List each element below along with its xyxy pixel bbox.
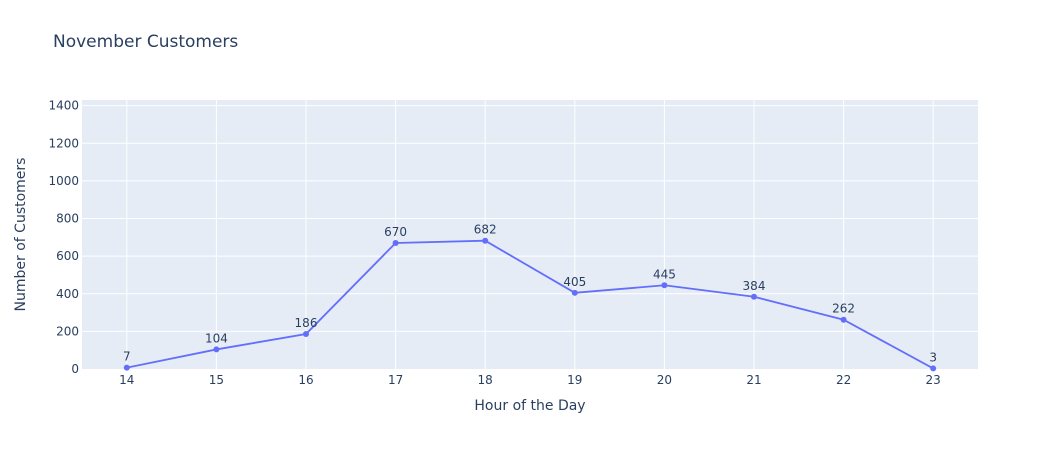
y-tick-label: 200 <box>56 324 79 338</box>
data-label: 262 <box>832 302 855 316</box>
x-axis-title: Hour of the Day <box>474 398 585 414</box>
x-tick-label: 14 <box>119 373 134 387</box>
y-tick-label: 1400 <box>48 99 79 113</box>
data-point <box>482 237 489 244</box>
y-tick-label: 800 <box>56 212 79 226</box>
y-tick-label: 1000 <box>48 174 79 188</box>
data-point <box>930 365 937 372</box>
x-tick-label: 20 <box>657 373 672 387</box>
y-tick-label: 1200 <box>48 136 79 150</box>
x-tick-label: 22 <box>836 373 851 387</box>
x-tick-label: 17 <box>388 373 403 387</box>
data-point <box>123 364 130 371</box>
y-tick-label: 400 <box>56 287 79 301</box>
x-tick-label: 23 <box>926 373 941 387</box>
y-axis-title: Number of Customers <box>13 158 29 312</box>
data-label: 445 <box>653 267 676 281</box>
series-layer <box>123 237 937 372</box>
data-label: 3 <box>929 350 937 364</box>
x-tick-label: 15 <box>209 373 224 387</box>
data-point <box>840 316 847 323</box>
data-label-layer: 7 104 186 670 682 405 445 384 262 3 <box>123 223 937 365</box>
data-label: 384 <box>743 279 766 293</box>
data-label: 682 <box>474 223 497 237</box>
chart-title: November Customers <box>53 32 239 52</box>
data-label: 7 <box>123 350 131 364</box>
x-tick-label: 21 <box>746 373 761 387</box>
data-label: 405 <box>563 275 586 289</box>
series-line <box>126 239 934 370</box>
axis-layer: 14 15 16 17 18 19 20 21 22 23 0 200 400 600 800 1000 120… <box>48 99 940 387</box>
y-tick-label: 600 <box>56 249 79 263</box>
plot-area <box>82 100 978 369</box>
x-tick-label: 18 <box>478 373 493 387</box>
data-label: 186 <box>295 316 318 330</box>
data-point <box>213 346 220 353</box>
data-point <box>571 289 578 296</box>
x-tick-label: 19 <box>567 373 582 387</box>
data-point <box>661 282 668 289</box>
data-point <box>392 239 399 246</box>
y-tick-label: 0 <box>71 362 79 376</box>
data-point <box>751 293 757 300</box>
data-point <box>303 331 309 338</box>
data-label: 670 <box>384 225 407 239</box>
x-tick-label: 16 <box>298 373 313 387</box>
data-label: 104 <box>205 331 228 345</box>
grid-layer <box>82 100 978 369</box>
